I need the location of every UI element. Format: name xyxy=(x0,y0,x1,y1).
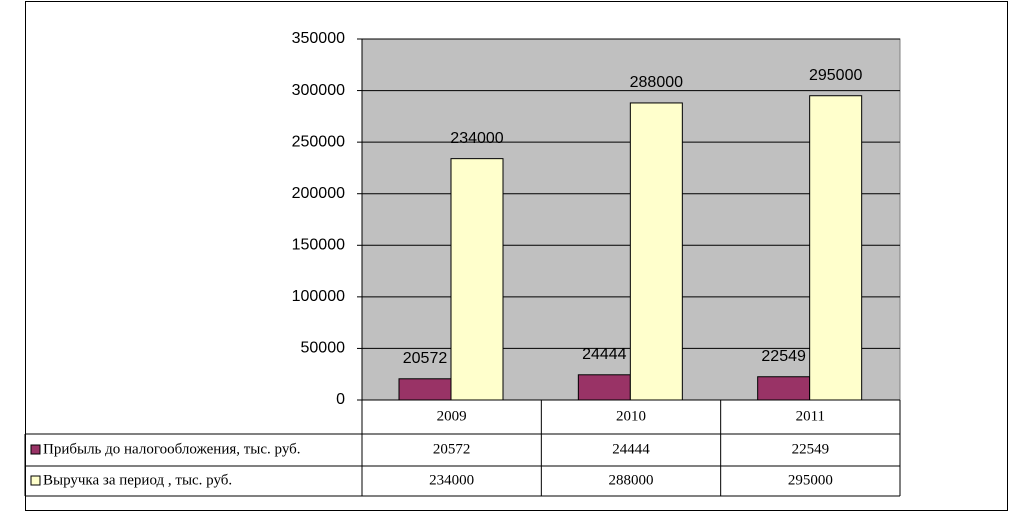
x-tick-label: 2010 xyxy=(616,408,646,424)
bar xyxy=(757,376,811,401)
y-tick-label: 200000 xyxy=(292,185,345,202)
y-tick-label: 150000 xyxy=(292,237,345,254)
x-tick-label: 2009 xyxy=(437,408,467,424)
legend-key xyxy=(30,475,41,486)
y-tick-label: 350000 xyxy=(292,30,345,47)
y-tick-label: 100000 xyxy=(292,288,345,305)
data-label: 288000 xyxy=(630,74,683,91)
table-value: 295000 xyxy=(788,472,833,488)
data-label: 20572 xyxy=(403,350,448,367)
bar xyxy=(398,378,452,401)
legend-label: Прибыль до налогообложения, тыс. руб. xyxy=(43,441,301,457)
table-value: 234000 xyxy=(429,472,474,488)
data-label: 24444 xyxy=(582,346,627,363)
data-label: 234000 xyxy=(450,130,503,147)
table-value: 24444 xyxy=(612,441,650,457)
y-tick-label: 50000 xyxy=(301,340,346,357)
data-label: 295000 xyxy=(809,67,862,84)
bar xyxy=(450,158,504,401)
legend-key xyxy=(30,444,41,455)
y-tick-label: 0 xyxy=(336,391,345,408)
x-tick-label: 2011 xyxy=(796,408,825,424)
bar xyxy=(629,102,683,401)
table-value: 22549 xyxy=(792,441,830,457)
bar xyxy=(577,374,631,401)
table-value: 288000 xyxy=(609,472,654,488)
bar xyxy=(809,95,863,401)
table-value: 20572 xyxy=(433,441,471,457)
y-tick-label: 300000 xyxy=(292,82,345,99)
y-tick-label: 250000 xyxy=(292,133,345,150)
data-label: 22549 xyxy=(761,348,806,365)
legend-label: Выручка за период , тыс. руб. xyxy=(43,472,232,488)
